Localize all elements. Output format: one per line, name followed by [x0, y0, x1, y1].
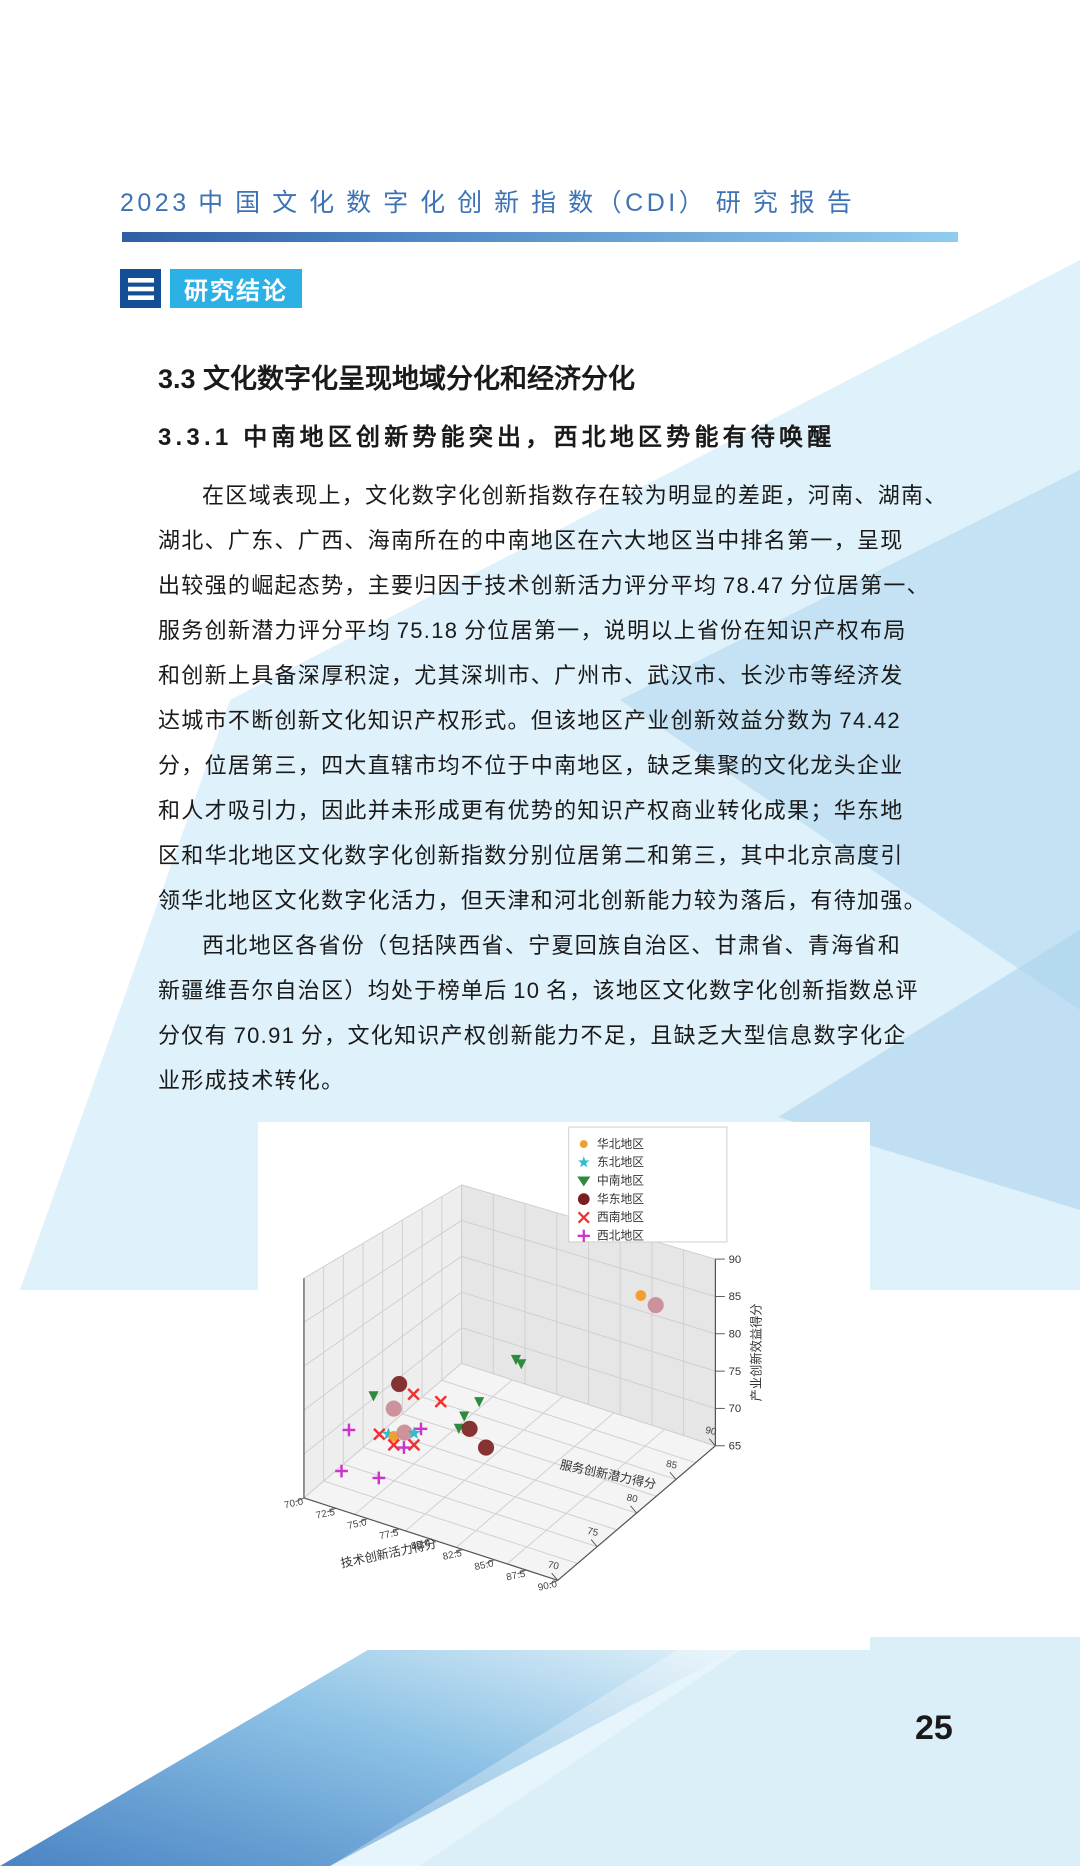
svg-text:75: 75: [729, 1366, 742, 1378]
svg-text:70: 70: [729, 1403, 742, 1415]
svg-text:70.0: 70.0: [283, 1496, 305, 1511]
svg-text:82.5: 82.5: [442, 1548, 464, 1563]
svg-text:西北地区: 西北地区: [597, 1230, 644, 1243]
svg-text:87.5: 87.5: [505, 1569, 527, 1584]
svg-text:华北地区: 华北地区: [597, 1137, 644, 1151]
svg-text:产业创新效益得分: 产业创新效益得分: [749, 1303, 764, 1401]
svg-text:75.0: 75.0: [347, 1517, 369, 1532]
svg-text:华东地区: 华东地区: [597, 1192, 644, 1206]
svg-text:90.0: 90.0: [537, 1579, 559, 1594]
svg-text:中南地区: 中南地区: [597, 1174, 644, 1188]
svg-text:90: 90: [729, 1254, 742, 1266]
svg-text:技术创新活力得分: 技术创新活力得分: [339, 1536, 438, 1571]
svg-text:西南地区: 西南地区: [597, 1210, 644, 1224]
svg-text:85.0: 85.0: [474, 1558, 496, 1573]
svg-text:85: 85: [729, 1291, 742, 1303]
svg-text:65: 65: [729, 1441, 742, 1453]
svg-text:72.5: 72.5: [315, 1507, 337, 1522]
svg-text:东北地区: 东北地区: [597, 1156, 644, 1169]
svg-text:80: 80: [729, 1329, 742, 1341]
svg-text:77.5: 77.5: [378, 1527, 400, 1542]
